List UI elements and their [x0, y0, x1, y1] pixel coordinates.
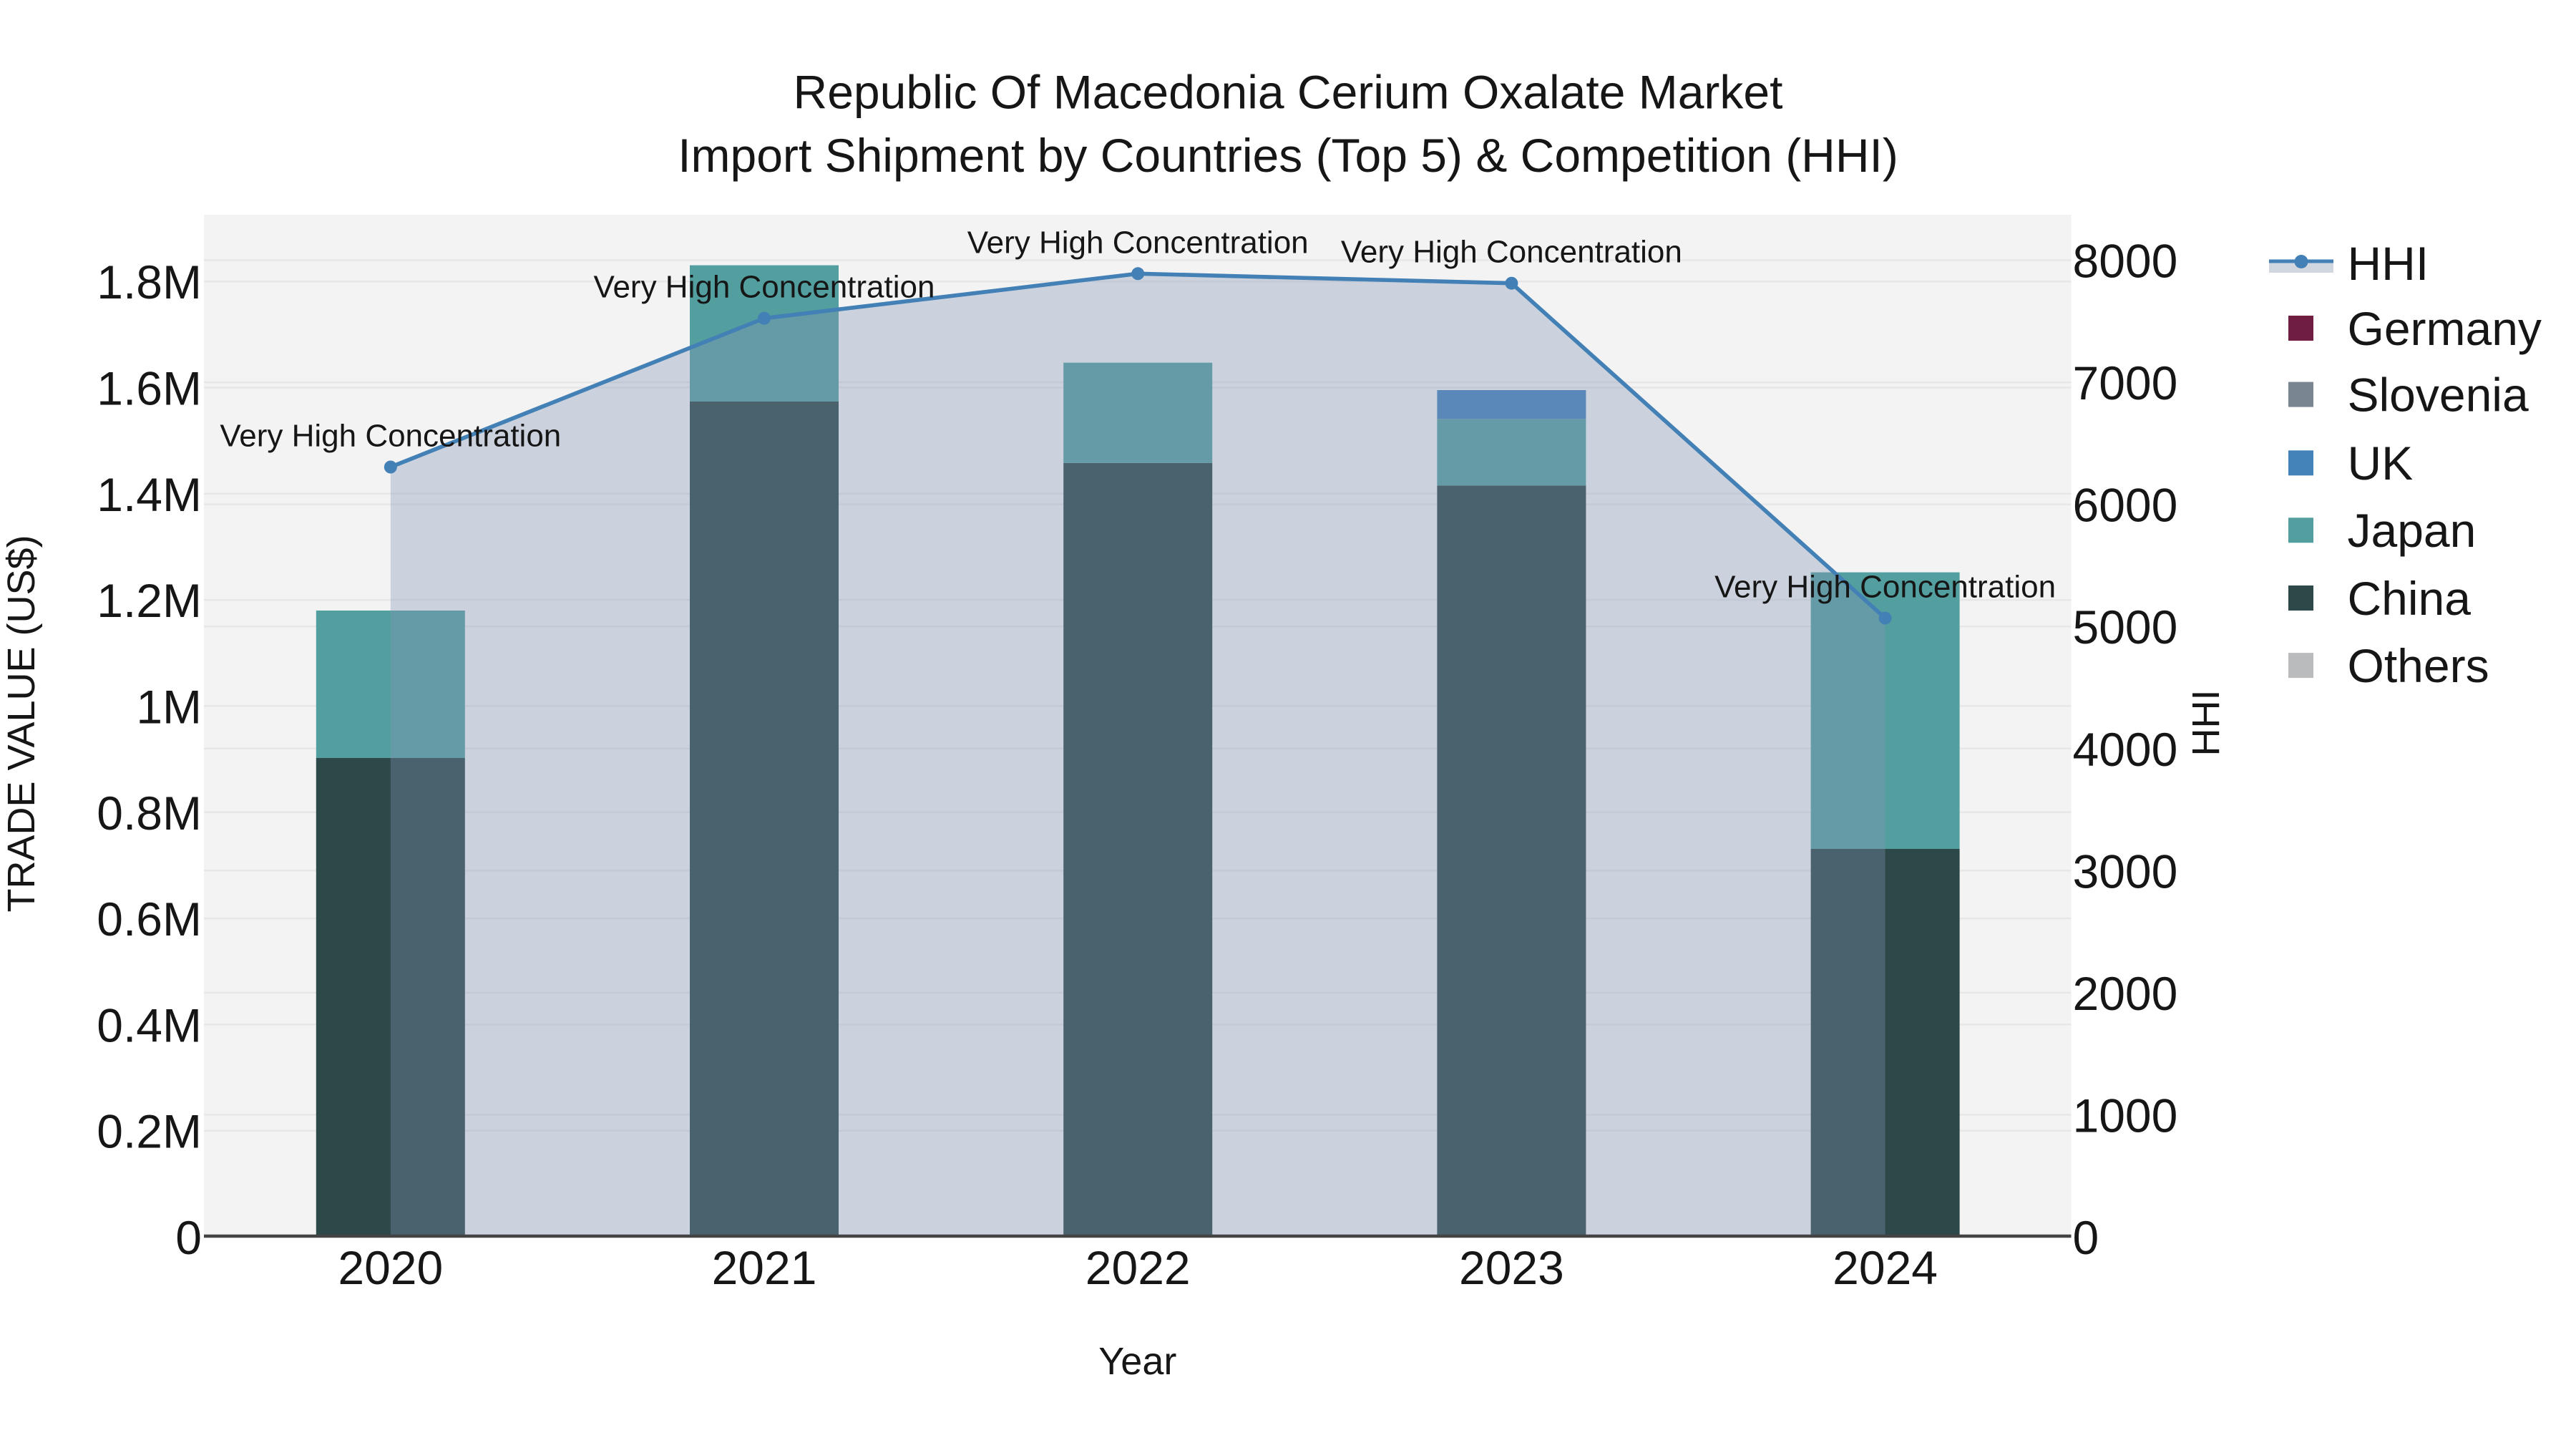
svg-text:2020: 2020: [338, 1241, 443, 1294]
svg-text:5000: 5000: [2073, 601, 2178, 653]
svg-text:2023: 2023: [1459, 1241, 1564, 1294]
svg-text:Very High Concentration: Very High Concentration: [220, 419, 561, 454]
svg-text:2022: 2022: [1085, 1241, 1191, 1294]
svg-text:1.8M: 1.8M: [97, 256, 202, 308]
svg-text:1.2M: 1.2M: [97, 574, 202, 627]
svg-text:0.8M: 0.8M: [97, 787, 202, 840]
svg-text:2024: 2024: [1833, 1241, 1938, 1294]
svg-text:Very High Concentration: Very High Concentration: [1341, 235, 1682, 270]
svg-text:1.6M: 1.6M: [97, 362, 202, 415]
svg-text:Japan: Japan: [2348, 504, 2477, 557]
svg-text:HHI: HHI: [2185, 690, 2228, 757]
svg-text:3000: 3000: [2073, 845, 2178, 898]
svg-text:Very High Concentration: Very High Concentration: [1714, 570, 2056, 605]
svg-text:Very High Concentration: Very High Concentration: [967, 225, 1309, 260]
svg-text:Republic Of Macedonia Cerium O: Republic Of Macedonia Cerium Oxalate Mar…: [794, 65, 1783, 118]
svg-text:2021: 2021: [712, 1241, 817, 1294]
svg-text:UK: UK: [2348, 437, 2414, 490]
svg-text:6000: 6000: [2073, 479, 2178, 532]
svg-text:Very High Concentration: Very High Concentration: [594, 270, 935, 305]
svg-text:HHI: HHI: [2348, 237, 2429, 290]
svg-text:China: China: [2348, 572, 2472, 625]
svg-text:TRADE VALUE (US$): TRADE VALUE (US$): [0, 535, 43, 912]
svg-text:0.4M: 0.4M: [97, 998, 202, 1051]
svg-text:0.6M: 0.6M: [97, 893, 202, 946]
svg-text:Import Shipment by Countries (: Import Shipment by Countries (Top 5) & C…: [678, 129, 1898, 182]
svg-text:Year: Year: [1098, 1340, 1176, 1383]
svg-text:7000: 7000: [2073, 356, 2178, 409]
svg-text:4000: 4000: [2073, 723, 2178, 776]
svg-text:0: 0: [2073, 1211, 2099, 1264]
svg-text:1M: 1M: [136, 680, 202, 733]
svg-text:Others: Others: [2348, 639, 2489, 692]
svg-text:1.4M: 1.4M: [97, 468, 202, 521]
svg-text:2000: 2000: [2073, 967, 2178, 1020]
svg-text:0.2M: 0.2M: [97, 1105, 202, 1158]
svg-text:1000: 1000: [2073, 1089, 2178, 1142]
svg-text:0: 0: [175, 1211, 202, 1264]
svg-text:Slovenia: Slovenia: [2348, 368, 2529, 421]
svg-text:Germany: Germany: [2348, 302, 2542, 355]
svg-text:8000: 8000: [2073, 235, 2178, 288]
